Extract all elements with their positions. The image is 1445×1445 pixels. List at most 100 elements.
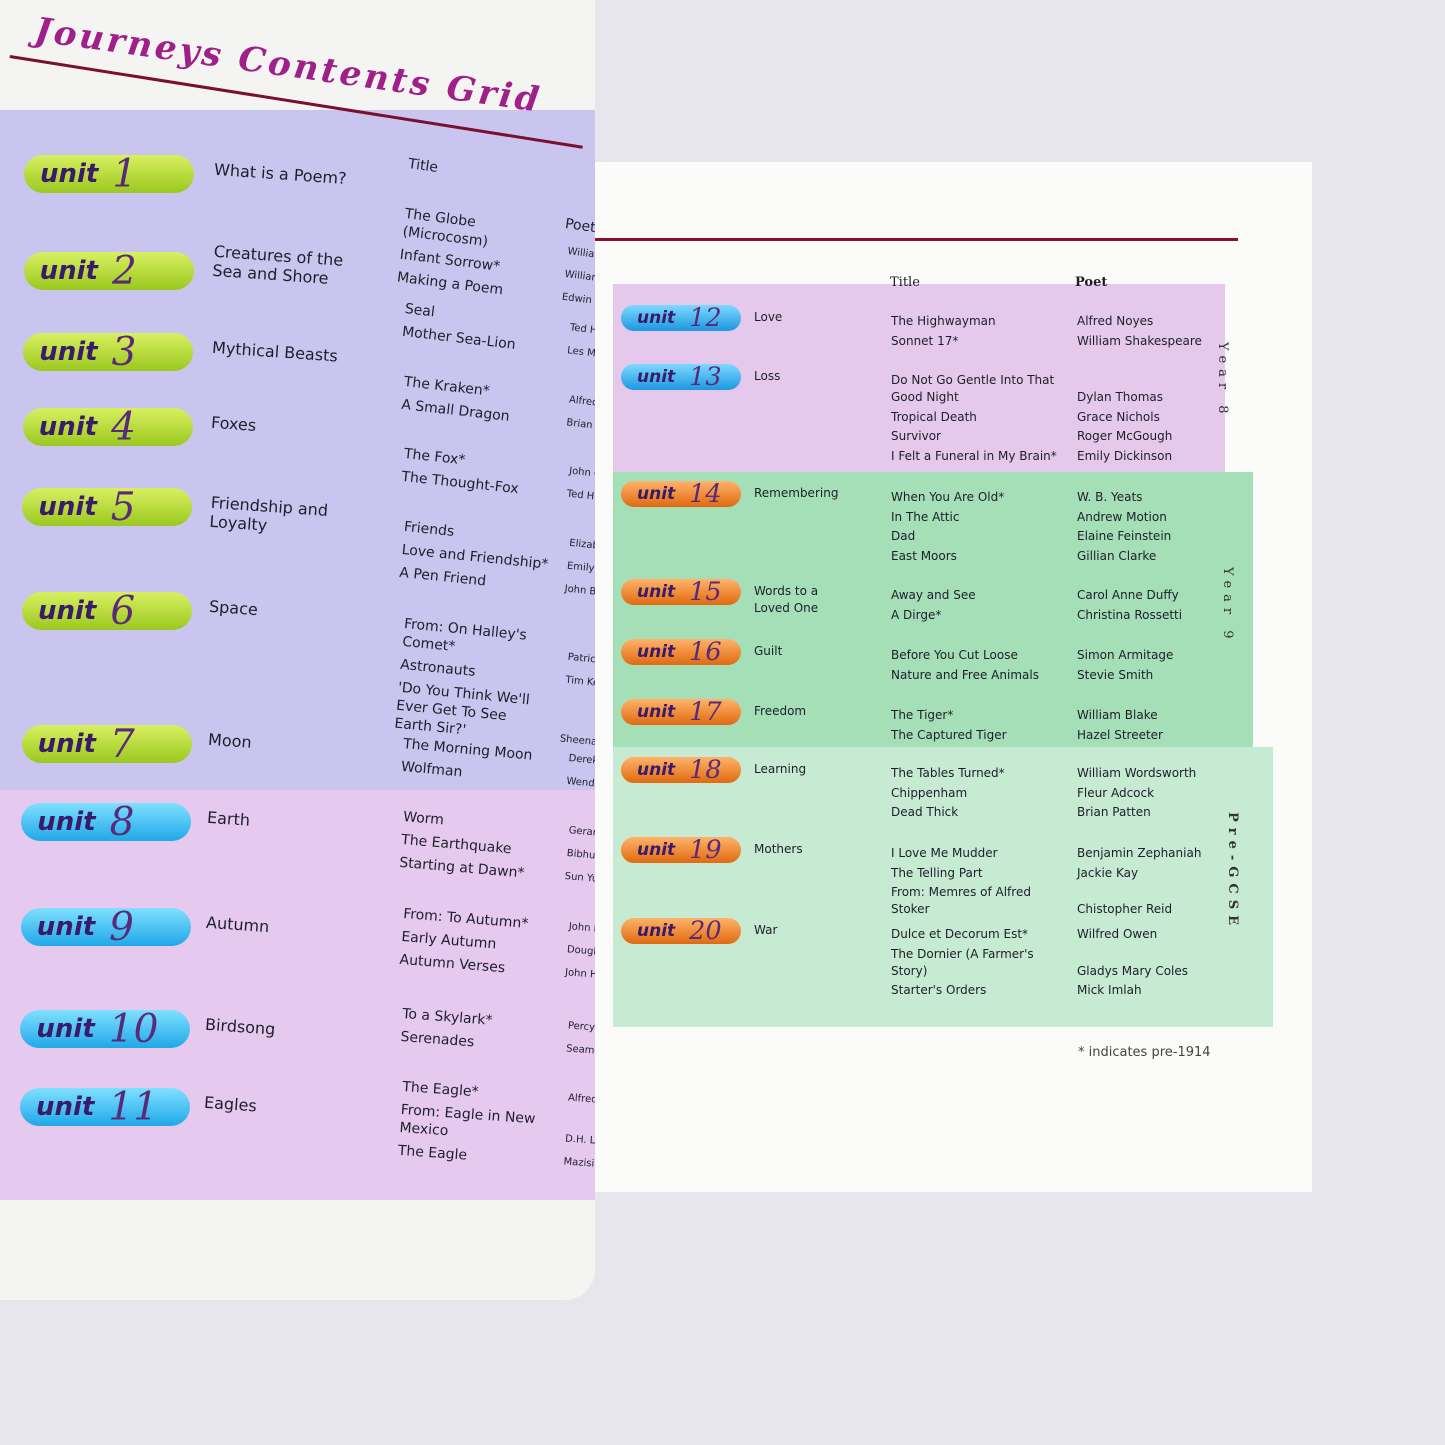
poet-name: Elaine Feinstein bbox=[1077, 529, 1172, 543]
unit-number: 1 bbox=[112, 151, 138, 197]
unit-badge: unit 18 bbox=[621, 755, 741, 785]
unit-number: 7 bbox=[109, 721, 135, 767]
poem-grid: The Tiger* William Blake The Captured Tige… bbox=[891, 707, 1207, 744]
unit-number: 12 bbox=[689, 303, 722, 333]
poet-name: Benjamin Zephaniah bbox=[1077, 846, 1202, 860]
poem-title: The Tiger* bbox=[891, 708, 954, 722]
poem-title: In The Attic bbox=[891, 509, 960, 524]
unit-label: unit bbox=[637, 582, 676, 602]
unit-badge: unit 12 bbox=[621, 303, 741, 333]
unit-label: unit bbox=[39, 337, 98, 367]
unit-topic: War bbox=[754, 923, 778, 937]
unit-number: 16 bbox=[689, 637, 722, 667]
poem-grid: Do Not Go Gentle Into That Good Night Dyl… bbox=[891, 372, 1207, 465]
lavender-band bbox=[0, 110, 595, 795]
poem-title: Sonnet 17* bbox=[891, 333, 959, 348]
unit-number: 3 bbox=[111, 329, 137, 375]
poet-name: Chistopher Reid bbox=[1077, 902, 1173, 916]
poem-title: Starter's Orders bbox=[891, 983, 987, 997]
unit-topic: Guilt bbox=[754, 644, 783, 658]
poem-title: Chippenham bbox=[891, 785, 968, 800]
year-label: Year 9 bbox=[1220, 567, 1235, 645]
unit-number: 20 bbox=[689, 916, 722, 946]
unit-number: 5 bbox=[110, 484, 136, 530]
unit-label: unit bbox=[637, 642, 676, 662]
unit-label: unit bbox=[40, 159, 99, 189]
unit-number: 17 bbox=[689, 697, 722, 727]
poem-title: The Tables Turned* bbox=[891, 766, 1005, 780]
unit-topic: Remembering bbox=[754, 486, 839, 500]
unit-badge: unit 10 bbox=[20, 1007, 191, 1052]
poet-name: Stevie Smith bbox=[1077, 667, 1154, 682]
year-label: Year 8 bbox=[1215, 342, 1230, 420]
unit-number: 9 bbox=[109, 904, 134, 950]
unit-topic: Mothers bbox=[754, 842, 803, 856]
poem-title: A Dirge* bbox=[891, 607, 942, 622]
poem-title: The Captured Tiger bbox=[891, 727, 1007, 742]
poem-grid: Before You Cut Loose Simon Armitage Nature… bbox=[891, 647, 1207, 684]
unit-number: 4 bbox=[111, 404, 136, 450]
poem-grid: Dulce et Decorum Est* Wilfred Owen The Dor… bbox=[891, 926, 1207, 999]
poem-title: Away and See bbox=[891, 588, 976, 602]
poem-title: Dead Thick bbox=[891, 805, 959, 819]
unit-number: 11 bbox=[108, 1084, 159, 1130]
poet-header: Poet bbox=[1075, 275, 1108, 290]
unit-badge: unit 13 bbox=[621, 362, 741, 392]
poet-name: Emily Dickinson bbox=[1077, 448, 1173, 463]
unit-badge: unit 6 bbox=[22, 589, 192, 634]
unit-number: 15 bbox=[689, 577, 722, 607]
unit-badge: unit 9 bbox=[20, 905, 191, 950]
poem-grid: The Highwayman Alfred Noyes Sonnet 17* Will… bbox=[891, 313, 1207, 350]
poem-title: Nature and Free Animals bbox=[891, 667, 1039, 682]
unit-badge: unit 20 bbox=[621, 916, 741, 946]
poet-name: William Blake bbox=[1077, 708, 1158, 722]
poet-name: Alfred, Lo bbox=[567, 1092, 595, 1107]
unit-topic: Learning bbox=[754, 762, 807, 776]
unit-label: unit bbox=[637, 308, 676, 328]
unit-label: unit bbox=[36, 1014, 95, 1044]
poet-name: Brian Patten bbox=[1077, 805, 1151, 819]
poet-name: Fleur Adcock bbox=[1077, 785, 1155, 800]
poem-title: From: Memres of Alfred Stoker bbox=[891, 885, 1031, 916]
poet-name: Tim Ken bbox=[564, 674, 595, 690]
poet-name: Carol Anne Duffy bbox=[1077, 588, 1179, 602]
unit-number: 10 bbox=[108, 1006, 159, 1052]
unit-label: unit bbox=[637, 367, 676, 387]
poem-title: Do Not Go Gentle Into That Good Night bbox=[891, 373, 1055, 404]
poet-name: Wilfred Owen bbox=[1077, 927, 1158, 941]
unit-number: 2 bbox=[111, 248, 137, 294]
unit-label: unit bbox=[637, 921, 676, 941]
unit-badge: unit 8 bbox=[21, 800, 192, 845]
poem-title: Tropical Death bbox=[891, 409, 977, 424]
title-header: Title bbox=[890, 275, 920, 290]
unit-label: unit bbox=[38, 412, 98, 442]
poem-title: I Felt a Funeral in My Brain* bbox=[891, 448, 1057, 463]
poem-title: From: Eagle in New Mexico bbox=[398, 1101, 536, 1140]
unit-topic: Freedom bbox=[754, 704, 807, 718]
unit-badge: unit 19 bbox=[621, 835, 741, 865]
unit-badge: unit 17 bbox=[621, 697, 741, 727]
unit-badge: unit 2 bbox=[23, 249, 194, 294]
poem-title: The Dornier (A Farmer's Story) bbox=[891, 946, 1034, 978]
unit-label: unit bbox=[637, 702, 676, 722]
footnote: * indicates pre-1914 bbox=[1078, 1045, 1211, 1060]
unit-badge: unit 7 bbox=[21, 722, 192, 767]
unit-badge: unit 14 bbox=[621, 479, 741, 509]
unit-label: unit bbox=[39, 256, 98, 286]
poem-grid: I Love Me Mudder Benjamin Zephaniah The Te… bbox=[891, 845, 1207, 918]
poem-title: Dulce et Decorum Est* bbox=[891, 927, 1029, 941]
poem-title: The Telling Part bbox=[891, 865, 983, 880]
poet-name: Hazel Streeter bbox=[1077, 727, 1163, 742]
unit-number: 13 bbox=[689, 362, 722, 392]
unit-badge: unit 11 bbox=[20, 1085, 190, 1130]
unit-topic: Loss bbox=[754, 369, 781, 383]
poet-name: Grace Nichols bbox=[1077, 409, 1160, 424]
unit-label: unit bbox=[38, 492, 97, 522]
unit-badge: unit 4 bbox=[22, 405, 193, 450]
page-title: Journeys Contents Grid bbox=[32, 10, 545, 121]
unit-badge: unit 3 bbox=[23, 330, 194, 375]
unit-badge: unit 5 bbox=[22, 485, 193, 530]
poem-grid: Away and See Carol Anne Duffy A Dirge* Chri… bbox=[891, 587, 1207, 624]
unit-label: unit bbox=[637, 840, 676, 860]
unit-badge: unit 15 bbox=[621, 577, 741, 607]
